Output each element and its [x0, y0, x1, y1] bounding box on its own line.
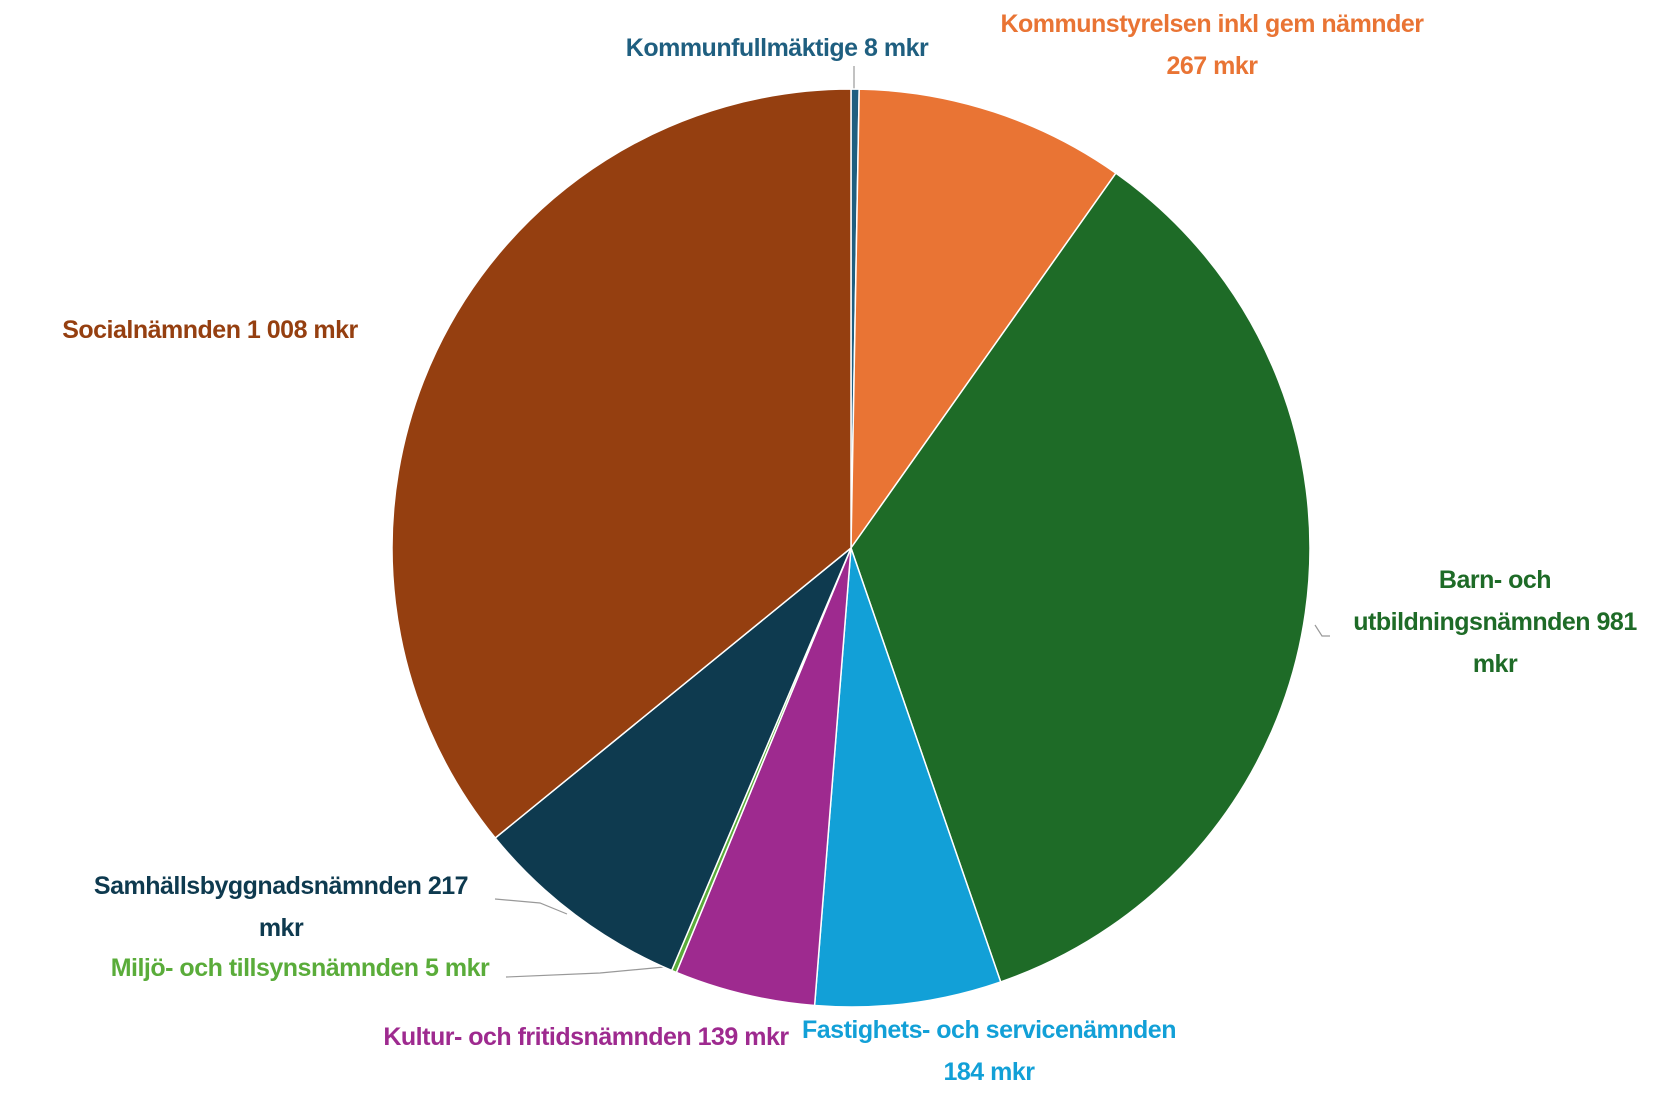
value-label: 217 mkr	[258, 872, 469, 942]
value-label: 139 mkr	[697, 1023, 790, 1051]
slice-label: Barn- och utbildningsnämnden 981 mkr	[1335, 559, 1655, 685]
value-label: 981 mkr	[1472, 608, 1637, 678]
leader-line	[505, 965, 676, 978]
pie-slice	[494, 547, 852, 972]
value-label: 184 mkr	[943, 1058, 1035, 1086]
slice-label: Socialnämnden 1 008 mkr	[0, 309, 420, 351]
value-label: 1 008 mkr	[246, 316, 358, 344]
slice-label: Fastighets- och servicenämnden 184 mkr	[789, 1009, 1189, 1093]
category-label: Miljö- och tillsynsnämnden	[110, 954, 419, 982]
category-label: Fastighets- och servicenämnden	[801, 1016, 1177, 1044]
pie-slice	[850, 88, 1117, 551]
value-label: 8 mkr	[864, 34, 929, 62]
category-label: Kommunfullmäktige	[625, 34, 858, 62]
pie-slice	[391, 88, 852, 840]
value-label: 267 mkr	[1166, 52, 1258, 80]
category-label: Kultur- och fritidsnämnden	[383, 1023, 692, 1051]
leader-line	[494, 898, 568, 915]
value-label: 5 mkr	[425, 954, 490, 982]
pie-slice	[850, 172, 1311, 983]
slice-label: Samhällsbyggnadsnämnden 217 mkr	[91, 865, 471, 949]
leader-line	[1314, 624, 1330, 637]
slice-label: Kommunstyrelsen inkl gem nämnder 267 mkr	[997, 3, 1427, 87]
slice-label: Kommunfullmäktige 8 mkr	[547, 27, 1007, 69]
category-label: Socialnämnden	[62, 316, 241, 344]
slice-label: Miljö- och tillsynsnämnden 5 mkr	[90, 947, 510, 989]
category-label: Kommunstyrelsen inkl gem nämnder	[1000, 10, 1424, 38]
pie-slice	[813, 547, 1002, 1008]
category-label: Barn- och utbildningsnämnden	[1353, 566, 1591, 636]
slice-label: Kultur- och fritidsnämnden 139 mkr	[376, 1016, 796, 1058]
category-label: Samhällsbyggnadsnämnden	[93, 872, 422, 900]
